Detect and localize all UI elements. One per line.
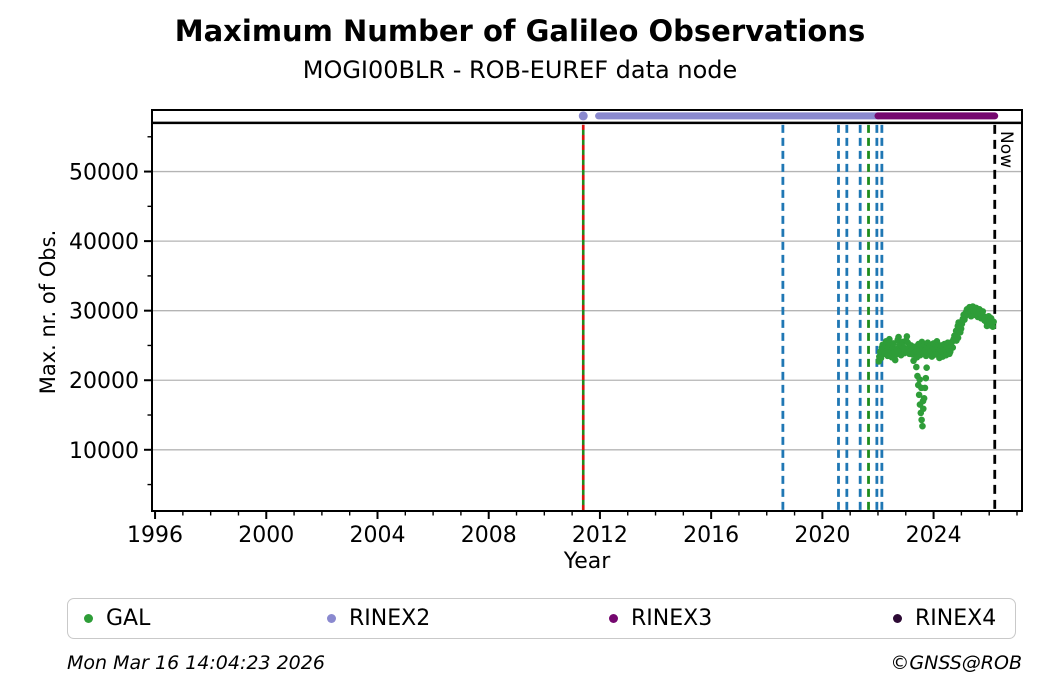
now-line-label: Now	[996, 131, 1016, 169]
rinex2-marker-icon	[327, 613, 336, 623]
x-axis-label: Year	[563, 549, 611, 574]
legend-label: RINEX4	[915, 605, 997, 631]
page-subtitle: MOGI00BLR - ROB-EUREF data node	[302, 56, 738, 84]
rinex4-marker-icon	[893, 613, 902, 623]
svg-text:2020: 2020	[794, 523, 850, 548]
svg-text:2000: 2000	[238, 523, 294, 548]
svg-text:2008: 2008	[461, 523, 517, 548]
legend-label: RINEX2	[349, 605, 431, 631]
rinex3-marker-icon	[609, 613, 618, 623]
svg-text:2016: 2016	[683, 523, 739, 548]
legend-item-gal: GAL	[84, 599, 150, 637]
gal-marker-icon	[84, 613, 93, 623]
copyright: ©GNSS@ROB	[890, 652, 1022, 674]
page-title: Maximum Number of Galileo Observations	[174, 14, 866, 48]
svg-text:1996: 1996	[127, 523, 183, 548]
svg-text:2024: 2024	[906, 523, 962, 548]
legend-item-rinex4: RINEX4	[893, 599, 996, 637]
svg-text:40000: 40000	[69, 230, 139, 255]
svg-text:20000: 20000	[69, 369, 139, 394]
svg-text:50000: 50000	[69, 161, 139, 186]
legend-item-rinex2: RINEX2	[327, 599, 430, 637]
svg-text:2004: 2004	[349, 523, 405, 548]
legend-item-rinex3: RINEX3	[609, 599, 712, 637]
svg-text:30000: 30000	[69, 300, 139, 325]
timestamp: Mon Mar 16 14:04:23 2026	[67, 652, 325, 674]
legend-label: RINEX3	[631, 605, 713, 631]
legend-label: GAL	[106, 605, 151, 631]
legend: GAL RINEX2 RINEX3 RINEX4	[67, 598, 1016, 639]
svg-text:10000: 10000	[69, 439, 139, 464]
svg-text:2012: 2012	[572, 523, 628, 548]
